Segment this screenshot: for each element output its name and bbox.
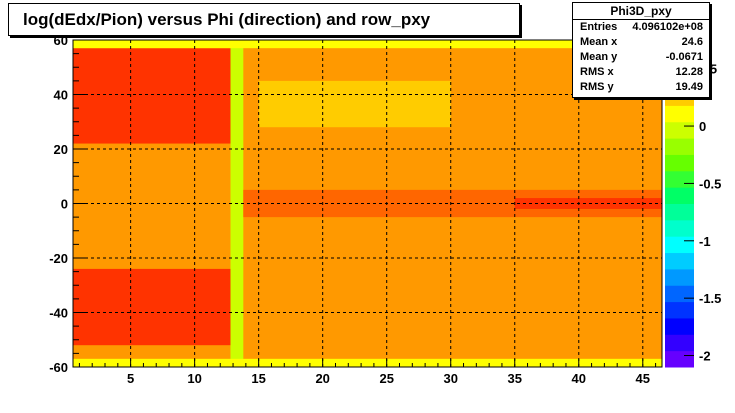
x-tick-label: 5	[127, 371, 134, 386]
palette-swatch	[665, 285, 694, 303]
heatmap-cell	[73, 358, 662, 367]
palette-swatch	[665, 203, 694, 221]
y-tick-label: -40	[49, 306, 68, 321]
y-tick-label: 60	[54, 33, 68, 48]
x-tick-label: 20	[315, 371, 329, 386]
stats-value: 4.096102e+08	[632, 21, 703, 33]
heatmap-cell	[73, 48, 234, 144]
x-tick-label: 15	[251, 371, 265, 386]
heatmap-cell	[230, 45, 244, 365]
stats-box: Phi3D_pxy Entries 4.096102e+08 Mean x 24…	[572, 2, 710, 98]
stats-label: Entries	[580, 21, 618, 33]
x-tick-label: 35	[508, 371, 522, 386]
stats-label: Mean y	[580, 51, 618, 63]
title-box: log(dEdx/Pion) versus Phi (direction) an…	[8, 3, 520, 36]
chart-title: log(dEdx/Pion) versus Phi (direction) an…	[23, 10, 431, 29]
palette-swatch	[665, 154, 694, 172]
stats-label: RMS y	[580, 81, 614, 93]
palette-swatch	[665, 301, 694, 319]
stats-label: RMS x	[580, 66, 614, 78]
stats-row: Entries 4.096102e+08	[573, 20, 709, 35]
y-tick-label: -20	[49, 251, 68, 266]
palette-swatch	[665, 170, 694, 188]
palette-swatch	[665, 317, 694, 335]
stats-row: Mean x 24.6	[573, 35, 709, 50]
palette-swatch	[665, 138, 694, 155]
x-tick-label: 10	[187, 371, 201, 386]
x-tick-label: 45	[636, 371, 650, 386]
palette-swatch	[665, 268, 694, 286]
grid-lines	[73, 40, 662, 367]
stats-row: RMS y 19.49	[573, 80, 709, 95]
x-tick-label: 30	[443, 371, 457, 386]
heatmap-cell	[258, 80, 451, 128]
palette-swatch	[665, 334, 694, 352]
palette-swatch	[665, 350, 694, 368]
stats-row: RMS x 12.28	[573, 65, 709, 80]
palette-swatch	[665, 252, 694, 270]
stats-name: Phi3D_pxy	[573, 3, 709, 20]
stats-row: Mean y -0.0671	[573, 50, 709, 65]
stats-value: -0.0671	[665, 51, 703, 63]
z-tick-label: -0.5	[699, 176, 721, 191]
palette-swatch	[665, 236, 694, 254]
stats-label: Mean x	[580, 36, 618, 48]
z-tick-label: 0	[699, 119, 706, 134]
stats-value: 24.6	[681, 36, 703, 48]
heatmap-cell	[73, 268, 234, 346]
y-tick-label: 20	[54, 142, 68, 157]
x-tick-label: 40	[572, 371, 586, 386]
palette-swatch	[665, 187, 694, 204]
palette-swatch	[665, 121, 694, 139]
palette-swatch	[665, 219, 694, 237]
heatmap-cell	[514, 198, 662, 209]
y-tick-label: -60	[49, 360, 68, 375]
heatmap-cell	[73, 40, 662, 49]
palette-swatch	[665, 105, 694, 123]
z-tick-label: -1	[699, 234, 711, 249]
y-tick-label: 40	[54, 88, 68, 103]
color-palette: -2-1.5-1-0.500.5	[665, 40, 721, 368]
stats-value: 12.28	[675, 66, 703, 78]
y-tick-label: 0	[61, 197, 68, 212]
z-tick-label: -2	[699, 349, 711, 364]
stats-value: 19.49	[675, 81, 703, 93]
z-tick-label: -1.5	[699, 291, 721, 306]
axes: 5 10 15 20 25 30 35 40 45 -60 -40 -20 0 20 40 60	[49, 33, 663, 386]
x-tick-label: 25	[379, 371, 393, 386]
